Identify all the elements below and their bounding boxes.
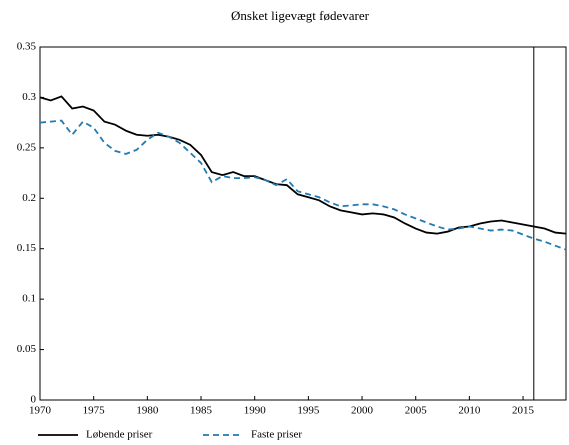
series-line — [39, 95, 567, 235]
y-tick-label: 0 — [31, 394, 37, 406]
y-tick-label: 0.35 — [17, 41, 37, 53]
y-tick-label: 0.15 — [17, 242, 37, 254]
y-tick-label: 0.25 — [17, 141, 37, 153]
legend-label: Løbende priser — [86, 429, 153, 441]
y-tick-label: 0.3 — [22, 91, 36, 103]
x-tick-label: 1975 — [83, 405, 106, 417]
x-tick-label: 1980 — [136, 405, 159, 417]
x-tick-label: 1985 — [190, 405, 213, 417]
y-tick-label: 0.1 — [22, 293, 36, 305]
series-line — [39, 119, 567, 251]
chart-title: Ønsket ligevægt fødevarer — [231, 8, 370, 23]
x-tick-label: 1990 — [244, 405, 267, 417]
x-tick-label: 2015 — [512, 405, 535, 417]
x-tick-label: 1970 — [29, 405, 52, 417]
y-tick-label: 0.05 — [17, 343, 37, 355]
x-tick-label: 1995 — [297, 405, 320, 417]
x-tick-label: 2010 — [458, 405, 481, 417]
x-tick-label: 2005 — [405, 405, 428, 417]
plot-frame — [39, 46, 567, 401]
x-tick-label: 2000 — [351, 405, 374, 417]
y-tick-label: 0.2 — [22, 192, 36, 204]
legend-label: Faste priser — [251, 429, 302, 441]
